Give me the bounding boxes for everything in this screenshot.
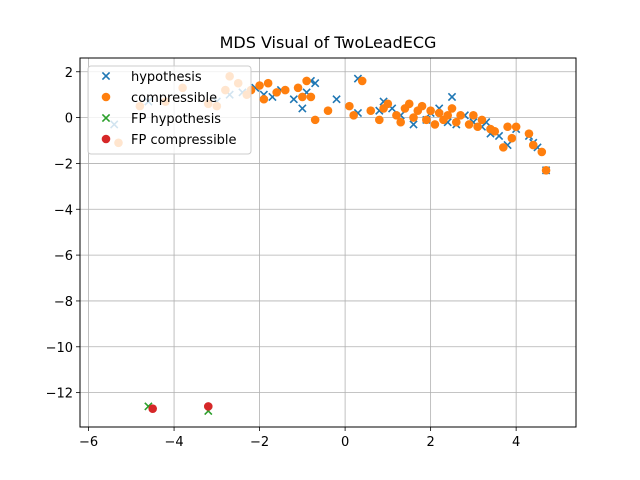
chart-title: MDS Visual of TwoLeadECG (220, 33, 437, 52)
y-tick-label: −2 (54, 157, 73, 172)
legend-marker-fp-hypothesis (101, 113, 111, 123)
legend: hypothesis compressible FP hypothesis FP co… (87, 65, 252, 155)
compressible-point (477, 115, 487, 125)
x-tick-label: −6 (79, 435, 98, 450)
legend-marker-hypothesis (101, 71, 111, 81)
legend-marker-compressible (101, 92, 111, 102)
compressible-point (396, 117, 405, 127)
compressible-point (490, 127, 500, 136)
compressible-point (422, 115, 431, 125)
hypothesis-point (447, 92, 457, 102)
compressible-point (263, 78, 273, 88)
legend-marker-fp-compressible (101, 134, 111, 144)
compressible-point (383, 99, 393, 109)
compressible-point (541, 166, 551, 175)
x-tick-label: 4 (512, 435, 520, 450)
fp-compressible-point (148, 404, 157, 413)
y-tick-label: −4 (54, 203, 73, 218)
y-tick-label: −12 (46, 387, 73, 402)
y-tick-label: 0 (65, 112, 73, 127)
compressible-point (345, 101, 354, 111)
compressible-point (499, 143, 508, 152)
legend-label-fp-compressible: FP compressible (131, 133, 237, 148)
y-tick-label: −8 (54, 295, 73, 310)
hypothesis-point (298, 104, 307, 113)
compressible-point (306, 92, 316, 102)
compressible-point (447, 104, 457, 113)
compressible-point (524, 129, 534, 138)
compressible-point (404, 99, 414, 109)
compressible-point (443, 110, 453, 120)
compressible-point (469, 110, 478, 120)
series-fp-compressible (148, 402, 213, 413)
compressible-point (323, 106, 333, 116)
legend-label-hypothesis: hypothesis (131, 70, 202, 85)
compressible-point (473, 122, 482, 132)
compressible-point (537, 147, 547, 157)
x-tick-label: −4 (164, 435, 183, 450)
x-tick-label: 2 (426, 435, 434, 450)
compressible-point (298, 92, 307, 102)
y-tick-label: 2 (65, 66, 73, 81)
x-tick-label: −2 (250, 435, 269, 450)
compressible-point (392, 110, 401, 120)
compressible-point (511, 122, 521, 132)
compressible-point (280, 85, 290, 95)
compressible-point (456, 110, 465, 120)
legend-box (87, 65, 252, 155)
hypothesis-point (332, 95, 341, 104)
compressible-point (255, 81, 264, 90)
axes-frame (79, 57, 577, 428)
fp-compressible-point (203, 402, 213, 411)
legend-label-compressible: compressible (131, 91, 217, 106)
compressible-point (417, 101, 427, 111)
grid-lines (80, 58, 576, 427)
compressible-point (503, 122, 512, 132)
compressible-point (507, 133, 517, 143)
compressible-point (302, 76, 311, 86)
legend-label-fp-hypothesis: FP hypothesis (131, 112, 221, 127)
compressible-point (293, 83, 303, 93)
y-tick-label: −6 (54, 249, 73, 264)
compressible-point (366, 106, 376, 116)
axis-ticks: −6 −4 −2 0 2 4 2 0 −2 −4 −6 −8 −10 −12 (46, 66, 521, 450)
hypothesis-point (289, 95, 298, 104)
compressible-point (409, 113, 418, 122)
x-tick-label: 0 (341, 435, 349, 450)
compressible-point (451, 117, 461, 127)
compressible-point (464, 120, 474, 129)
compressible-point (430, 120, 440, 129)
hypothesis-point (311, 79, 320, 88)
compressible-point (272, 88, 281, 97)
y-tick-label: −10 (46, 341, 73, 356)
compressible-point (426, 106, 435, 116)
compressible-point (357, 76, 367, 86)
hypothesis-point (409, 120, 418, 129)
compressible-point (310, 115, 320, 125)
compressible-point (528, 140, 538, 150)
compressible-point (259, 94, 269, 104)
compressible-point (349, 110, 358, 120)
compressible-point (434, 108, 444, 118)
compressible-point (375, 115, 384, 125)
